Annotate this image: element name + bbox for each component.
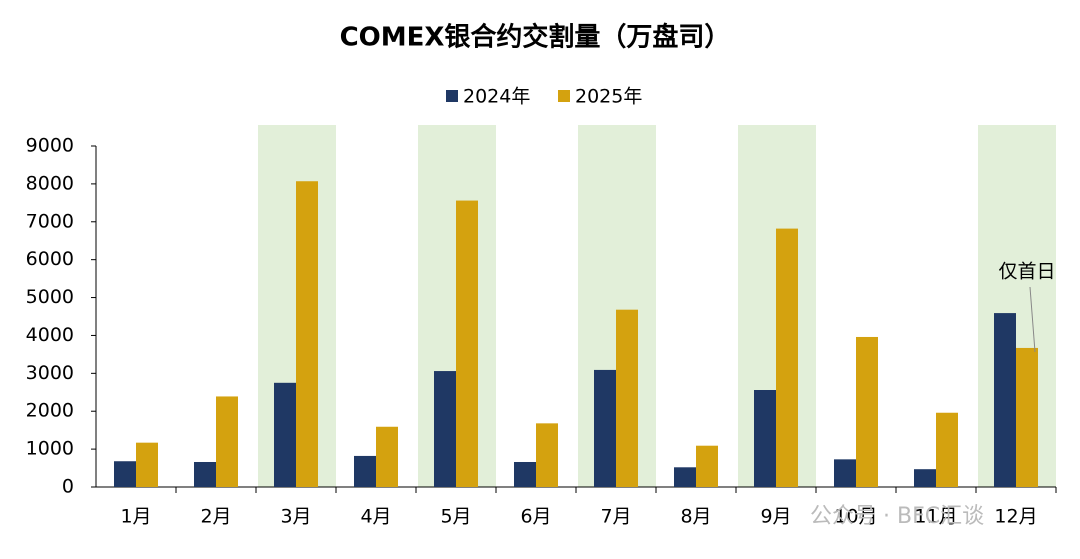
- legend-swatch: [446, 90, 458, 102]
- annotation: 仅首日: [998, 261, 1055, 283]
- x-tick-label: 2月: [200, 506, 231, 528]
- x-tick-label: 8月: [680, 506, 711, 528]
- bar: [456, 200, 478, 487]
- y-tick-label: 6000: [26, 248, 74, 270]
- x-tick-label: 12月: [994, 506, 1037, 528]
- bar: [216, 396, 238, 487]
- bar: [274, 382, 296, 487]
- bar: [514, 461, 536, 487]
- bar: [674, 467, 696, 487]
- y-tick-label: 7000: [26, 210, 74, 232]
- y-tick-label: 2000: [26, 400, 74, 422]
- bar: [296, 181, 318, 487]
- bar: [936, 412, 958, 487]
- bar: [754, 390, 776, 487]
- bar: [776, 228, 798, 487]
- legend-label: 2024年: [463, 86, 530, 108]
- bar: [1016, 347, 1038, 487]
- y-tick-label: 1000: [26, 438, 74, 460]
- bar: [136, 442, 158, 487]
- bar: [856, 336, 878, 487]
- bar: [594, 369, 616, 487]
- x-tick-label: 9月: [760, 506, 791, 528]
- watermark: 公众号 · BFC汇谈: [810, 504, 984, 529]
- annotation-line: [1029, 286, 1036, 352]
- y-tick-label: 5000: [26, 286, 74, 308]
- bar: [354, 455, 376, 487]
- y-tick-label: 4000: [26, 324, 74, 346]
- bar: [376, 426, 398, 487]
- bar: [994, 313, 1016, 487]
- y-tick-label: 0: [62, 476, 74, 498]
- bar: [914, 469, 936, 487]
- x-tick-label: 11月: [914, 506, 957, 528]
- x-tick-label: 3月: [280, 506, 311, 528]
- bar: [114, 461, 136, 487]
- bar: [616, 309, 638, 487]
- y-tick-label: 8000: [26, 172, 74, 194]
- legend-swatch: [558, 90, 570, 102]
- bar: [834, 459, 856, 487]
- bar: [536, 423, 558, 487]
- bar: [434, 371, 456, 487]
- legend-label: 2025年: [575, 86, 642, 108]
- y-tick-label: 3000: [26, 362, 74, 384]
- x-tick-label: 6月: [520, 506, 551, 528]
- y-tick-label: 9000: [26, 135, 74, 157]
- chart-title: COMEX银合约交割量（万盘司）: [340, 22, 731, 53]
- x-tick-label: 10月: [834, 506, 877, 528]
- x-tick-label: 4月: [360, 506, 391, 528]
- bar: [696, 445, 718, 487]
- x-tick-label: 1月: [120, 506, 151, 528]
- x-tick-label: 5月: [440, 506, 471, 528]
- x-tick-label: 7月: [600, 506, 631, 528]
- bar: [194, 461, 216, 487]
